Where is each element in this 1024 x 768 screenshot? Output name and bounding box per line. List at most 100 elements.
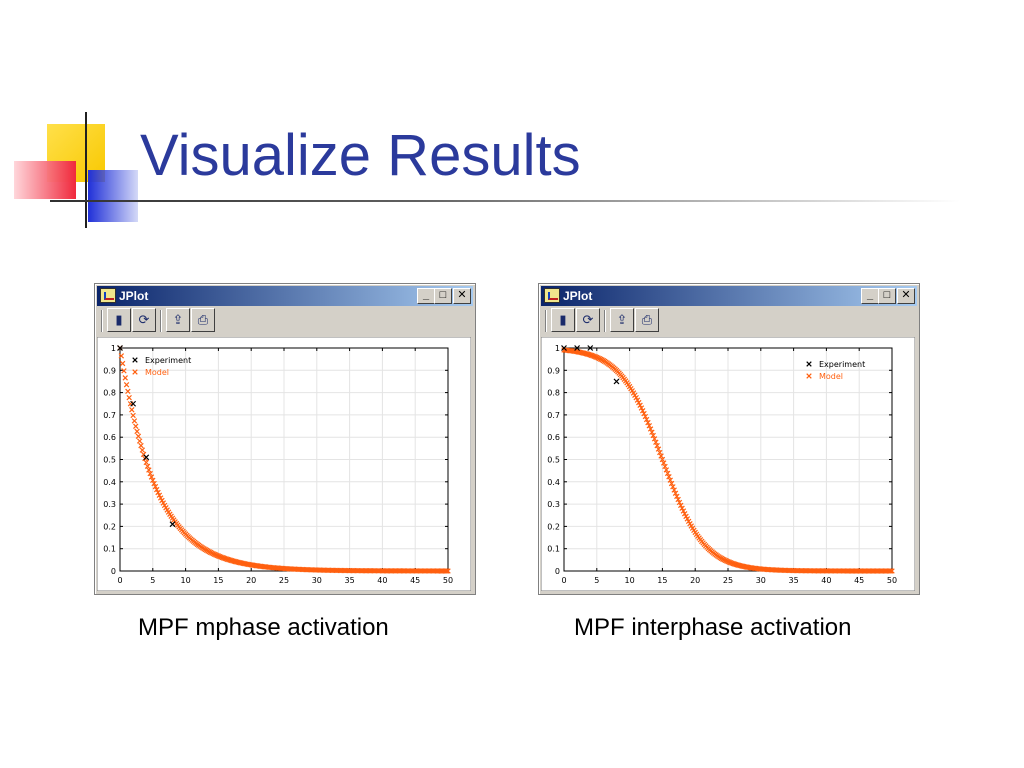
model-point	[643, 416, 650, 423]
legend-label: Model	[819, 372, 843, 381]
model-point	[133, 423, 139, 429]
jplot-window-interphase: JPlot _ □ ✕ ▮ ⟳ ⇪ ⎙ 0 5 10 15 20 25 30 35 40 45 50…	[538, 283, 920, 595]
x-tick-label: 10	[181, 576, 191, 585]
x-tick-label: 25	[723, 576, 733, 585]
model-point	[675, 496, 681, 503]
y-tick-label: 0.5	[547, 456, 560, 465]
y-tick-label: 0.3	[103, 500, 116, 509]
toolbar-separator	[160, 310, 162, 332]
x-tick-label: 15	[213, 576, 223, 585]
model-point	[445, 568, 451, 574]
model-point	[443, 568, 450, 574]
toolbar-separator	[101, 310, 103, 332]
model-point	[136, 438, 143, 444]
model-point	[654, 442, 660, 449]
jplot-app-icon	[544, 288, 560, 303]
logo-blue-square	[88, 170, 138, 222]
model-point	[156, 492, 163, 498]
model-point	[139, 447, 146, 453]
x-tick-label: 30	[756, 576, 766, 585]
x-tick-label: 25	[279, 576, 289, 585]
model-point	[887, 568, 894, 574]
legend-marker	[132, 369, 138, 375]
model-point	[672, 490, 679, 496]
model-point	[639, 408, 646, 414]
model-point	[130, 412, 136, 419]
model-point	[653, 439, 659, 445]
model-point	[671, 487, 677, 493]
legend-label: Experiment	[819, 360, 865, 369]
model-point	[667, 477, 673, 483]
y-tick-label: 0.4	[103, 478, 116, 487]
model-point	[649, 429, 655, 435]
x-tick-label: 15	[657, 576, 667, 585]
open-icon[interactable]: ▮	[107, 308, 131, 332]
refresh-icon[interactable]: ⟳	[132, 308, 156, 332]
model-point	[650, 432, 656, 439]
model-point	[143, 459, 149, 466]
model-point	[664, 470, 671, 477]
x-tick-label: 30	[312, 576, 322, 585]
y-tick-label: 0.6	[547, 433, 560, 442]
window-titlebar[interactable]: JPlot _ □ ✕	[541, 286, 917, 306]
model-point	[151, 480, 157, 487]
maximize-button[interactable]: □	[878, 288, 896, 304]
model-point	[154, 486, 160, 493]
open-icon[interactable]: ▮	[551, 308, 575, 332]
x-tick-label: 40	[377, 576, 387, 585]
model-point	[131, 418, 138, 424]
export-icon[interactable]: ⇪	[166, 308, 190, 332]
model-point	[662, 463, 668, 470]
close-button[interactable]: ✕	[453, 288, 471, 304]
y-tick-label: 0.9	[103, 366, 116, 375]
model-point	[119, 360, 126, 367]
jplot-window-mphase: JPlot _ □ ✕ ▮ ⟳ ⇪ ⎙ 0 5 10 15 20 25 30 35 40 45 50…	[94, 283, 476, 595]
toolbar-separator	[545, 310, 547, 332]
close-button[interactable]: ✕	[897, 288, 915, 304]
model-point	[152, 483, 159, 490]
model-point	[668, 480, 675, 487]
maximize-button[interactable]: □	[434, 288, 452, 304]
toolbar-separator	[604, 310, 606, 332]
model-point	[138, 442, 144, 449]
y-tick-label: 0.8	[547, 389, 560, 398]
x-tick-label: 45	[410, 576, 420, 585]
export-icon[interactable]: ⇪	[610, 308, 634, 332]
legend-label: Model	[145, 368, 169, 377]
model-point	[666, 474, 672, 480]
x-tick-label: 35	[789, 576, 799, 585]
y-tick-label: 0.8	[103, 389, 116, 398]
x-tick-label: 5	[594, 576, 599, 585]
x-tick-label: 0	[561, 576, 566, 585]
experiment-point	[613, 378, 620, 385]
experiment-point	[169, 521, 176, 528]
model-point	[125, 388, 131, 395]
minimize-button[interactable]: _	[861, 288, 879, 304]
model-point	[135, 433, 142, 440]
y-tick-label: 0	[555, 567, 560, 576]
x-tick-label: 20	[246, 576, 256, 585]
slide-title: Visualize Results	[140, 123, 581, 188]
model-point	[129, 406, 135, 413]
model-point	[655, 446, 662, 452]
model-point	[126, 394, 132, 401]
x-tick-label: 35	[345, 576, 355, 585]
print-icon[interactable]: ⎙	[191, 308, 215, 332]
y-tick-label: 0.6	[103, 433, 116, 442]
model-point	[674, 493, 680, 500]
minimize-button[interactable]: _	[417, 288, 435, 304]
window-titlebar[interactable]: JPlot _ □ ✕	[97, 286, 473, 306]
model-point	[122, 375, 128, 381]
x-tick-label: 40	[821, 576, 831, 585]
y-tick-label: 0	[111, 567, 116, 576]
logo-vertical-line	[85, 112, 87, 228]
experiment-point	[561, 345, 567, 351]
model-point	[657, 449, 663, 456]
print-icon[interactable]: ⎙	[635, 308, 659, 332]
model-point	[670, 484, 676, 490]
y-tick-label: 1	[111, 344, 116, 353]
x-tick-label: 45	[854, 576, 864, 585]
model-point	[144, 463, 151, 470]
refresh-icon[interactable]: ⟳	[576, 308, 600, 332]
legend-marker	[806, 361, 812, 367]
